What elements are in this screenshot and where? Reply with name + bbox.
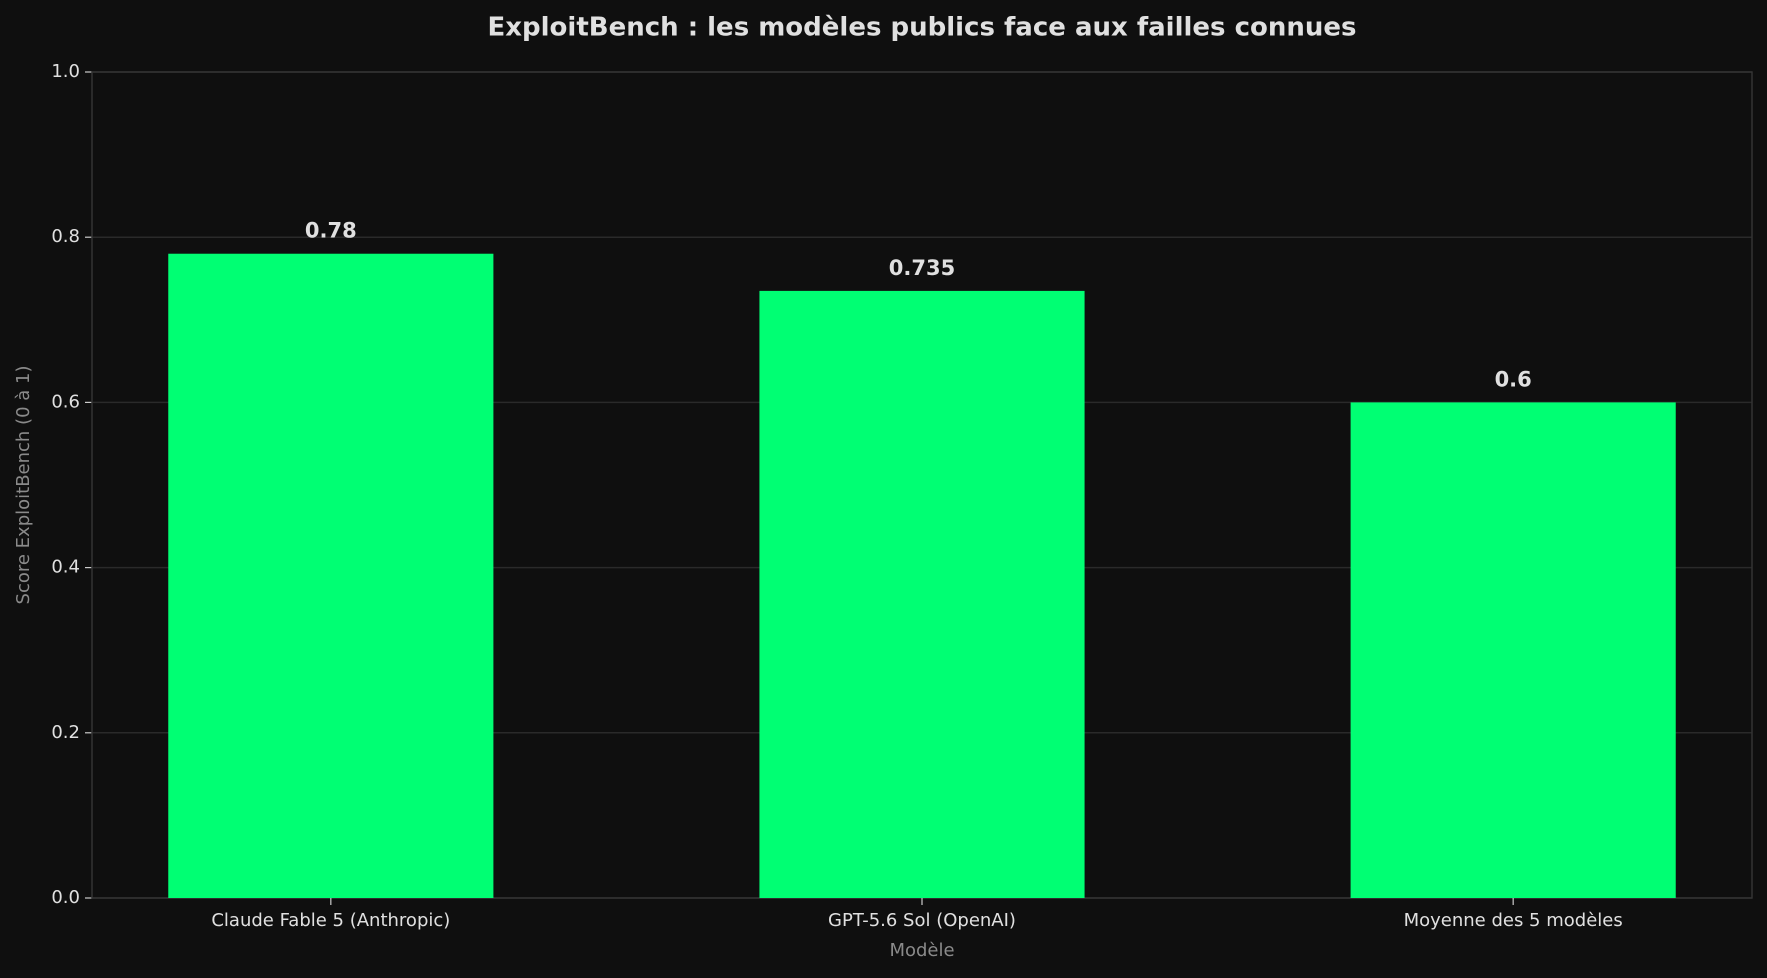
y-tick-label: 1.0 <box>51 61 80 82</box>
x-tick-label: Claude Fable 5 (Anthropic) <box>211 910 450 931</box>
bar <box>1350 402 1676 898</box>
chart-title: ExploitBench : les modèles publics face … <box>488 13 1357 43</box>
value-label: 0.6 <box>1495 367 1532 391</box>
x-axis-label: Modèle <box>889 940 954 961</box>
y-tick-label: 0.6 <box>51 391 80 412</box>
value-label: 0.735 <box>889 256 955 280</box>
y-tick-label: 0.2 <box>51 722 80 743</box>
y-tick-label: 0.0 <box>51 887 80 908</box>
value-label: 0.78 <box>305 219 357 243</box>
bar <box>759 290 1085 898</box>
y-tick-label: 0.4 <box>51 557 80 578</box>
bar <box>168 253 494 899</box>
x-tick-label: Moyenne des 5 modèles <box>1404 910 1623 931</box>
x-tick-label: GPT-5.6 Sol (OpenAI) <box>828 910 1016 931</box>
y-tick-label: 0.8 <box>51 226 80 247</box>
y-axis-label: Score ExploitBench (0 à 1) <box>13 366 34 605</box>
